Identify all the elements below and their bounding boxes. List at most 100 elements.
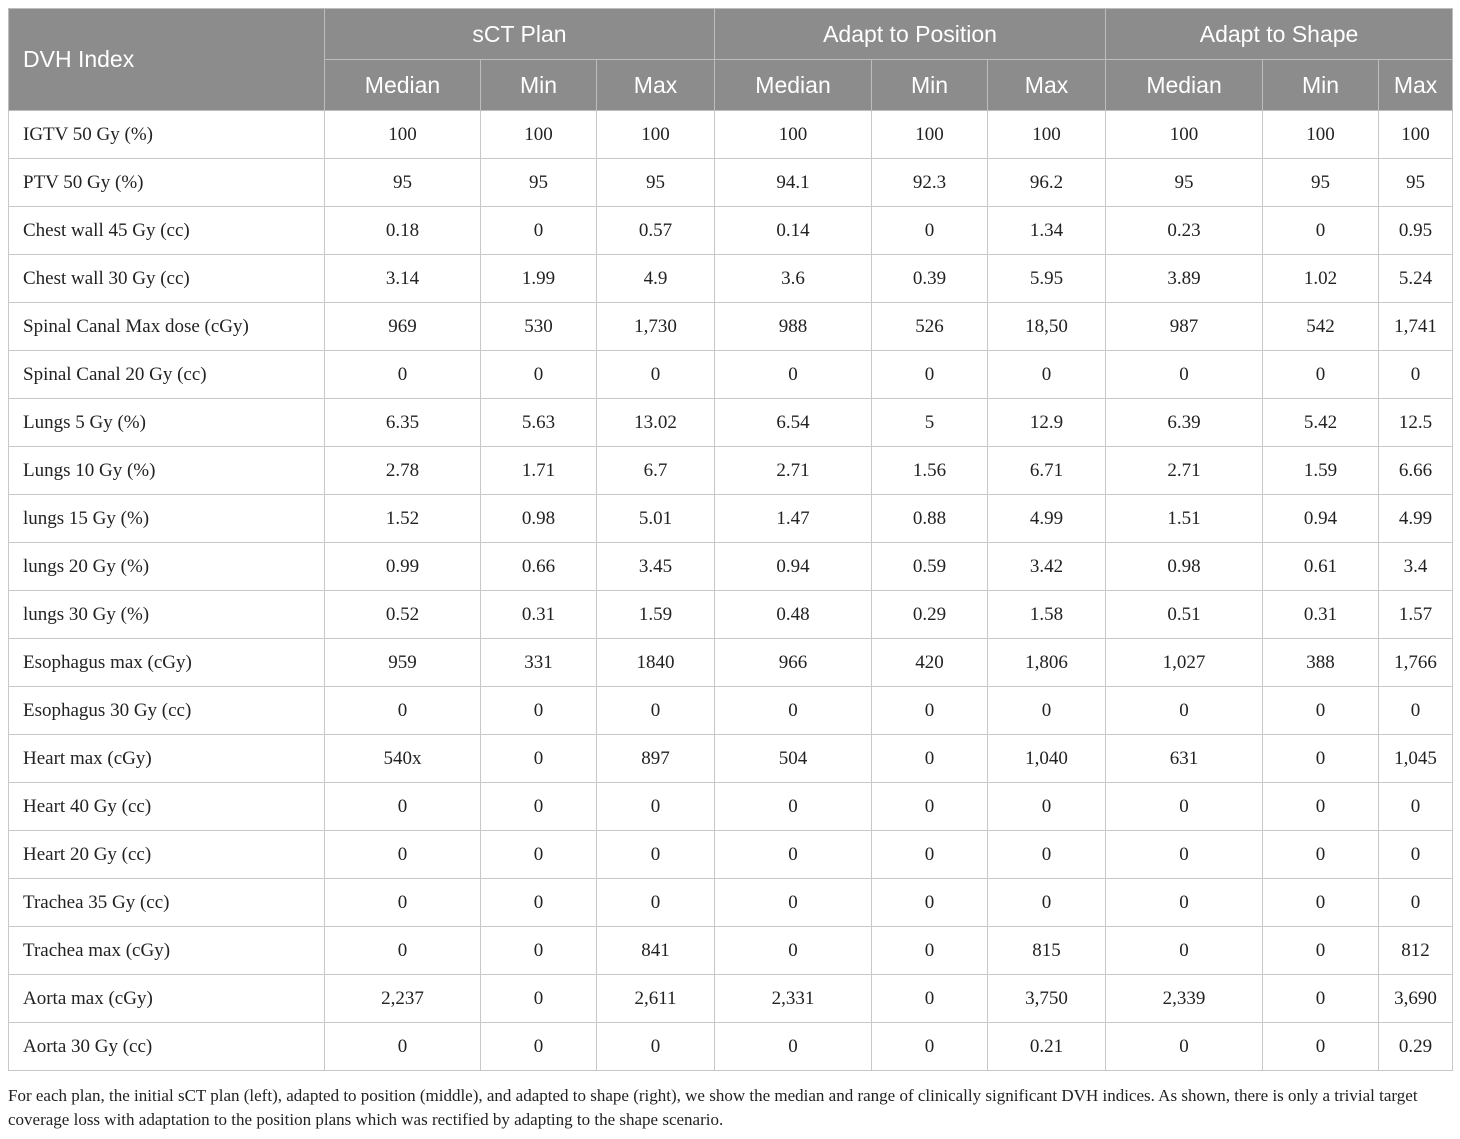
table-cell: 0 (714, 830, 873, 879)
table-body: IGTV 50 Gy (%) 100 100 100 100 100 100 100 100 10… (8, 110, 1454, 1071)
table-cell: 815 (987, 926, 1107, 975)
row-label: Trachea 35 Gy (cc) (8, 878, 325, 927)
row-label: Aorta max (cGy) (8, 974, 325, 1023)
table-cell: 0 (871, 1022, 989, 1071)
table-cell: 2,611 (595, 974, 716, 1023)
table-cell: 0.18 (324, 206, 481, 255)
table-cell: 100 (595, 110, 716, 159)
table-cell: 1,730 (595, 302, 716, 351)
table-cell: 100 (1378, 110, 1454, 159)
table-cell: 0 (714, 686, 873, 735)
row-label: Spinal Canal 20 Gy (cc) (8, 350, 325, 399)
table-cell: 5.01 (595, 494, 716, 543)
table-cell: 1,741 (1378, 302, 1454, 351)
table-cell: 2,339 (1105, 974, 1264, 1023)
row-label: Spinal Canal Max dose (cGy) (8, 302, 325, 351)
row-label: Chest wall 30 Gy (cc) (8, 254, 325, 303)
table-cell: 6.54 (714, 398, 873, 447)
table-cell: 0 (871, 878, 989, 927)
table-cell: 0 (480, 1022, 597, 1071)
table-row: Spinal Canal Max dose (cGy) 969 530 1,730 98… (8, 302, 1454, 351)
table-cell: 0 (324, 350, 481, 399)
table-cell: 0 (871, 734, 989, 783)
table-cell: 100 (987, 110, 1107, 159)
table-cell: 3.6 (714, 254, 873, 303)
table-cell: 3.89 (1105, 254, 1264, 303)
table-cell: 0 (595, 350, 716, 399)
table-cell: 6.66 (1378, 446, 1454, 495)
table-cell: 1.57 (1378, 590, 1454, 639)
table-row: Esophagus max (cGy) 959 331 1840 966 420 1,806… (8, 638, 1454, 687)
table-cell: 0 (1262, 350, 1380, 399)
table-cell: 0 (595, 878, 716, 927)
subheader-median: Median (1105, 59, 1264, 111)
table-cell: 2,331 (714, 974, 873, 1023)
table-cell: 542 (1262, 302, 1380, 351)
row-label: Heart 20 Gy (cc) (8, 830, 325, 879)
table-cell: 0.29 (1378, 1022, 1454, 1071)
table-cell: 0 (480, 686, 597, 735)
table-cell: 0 (324, 878, 481, 927)
table-cell: 4.99 (1378, 494, 1454, 543)
table-cell: 100 (324, 110, 481, 159)
table-cell: 0 (324, 830, 481, 879)
table-cell: 95 (1262, 158, 1380, 207)
table-cell: 12.5 (1378, 398, 1454, 447)
table-cell: 1.47 (714, 494, 873, 543)
table-cell: 1,806 (987, 638, 1107, 687)
table-cell: 0 (1378, 350, 1454, 399)
subheader-max: Max (1378, 59, 1454, 111)
table-cell: 100 (1262, 110, 1380, 159)
table-cell: 12.9 (987, 398, 1107, 447)
table-cell: 0.98 (1105, 542, 1264, 591)
table-cell: 0 (714, 878, 873, 927)
table-cell: 4.9 (595, 254, 716, 303)
row-label: lungs 15 Gy (%) (8, 494, 325, 543)
table-cell: 0 (1105, 878, 1264, 927)
table-cell: 0.14 (714, 206, 873, 255)
table-row: Trachea max (cGy) 0 0 841 0 0 815 0 0 812 (8, 926, 1454, 975)
table-cell: 1.02 (1262, 254, 1380, 303)
header-row-stats: Median Min Max Median Min Max Median Min… (9, 59, 1454, 111)
table-cell: 100 (714, 110, 873, 159)
table-row: Spinal Canal 20 Gy (cc) 0 0 0 0 0 0 0 0 0 (8, 350, 1454, 399)
row-label: lungs 30 Gy (%) (8, 590, 325, 639)
table-cell: 1840 (595, 638, 716, 687)
table-cell: 841 (595, 926, 716, 975)
table-cell: 959 (324, 638, 481, 687)
table-cell: 1.34 (987, 206, 1107, 255)
table-cell: 5 (871, 398, 989, 447)
table-cell: 1.59 (1262, 446, 1380, 495)
table-cell: 5.95 (987, 254, 1107, 303)
table-cell: 3.42 (987, 542, 1107, 591)
table-cell: 987 (1105, 302, 1264, 351)
table-cell: 0 (324, 782, 481, 831)
table-cell: 0 (714, 782, 873, 831)
table-row: Trachea 35 Gy (cc) 0 0 0 0 0 0 0 0 0 (8, 878, 1454, 927)
table-cell: 95 (1105, 158, 1264, 207)
table-cell: 0.94 (714, 542, 873, 591)
table-cell: 0 (324, 926, 481, 975)
table-header: DVH Index sCT Plan Adapt to Position Ada… (8, 8, 1454, 111)
table-cell: 540x (324, 734, 481, 783)
table-cell: 0.29 (871, 590, 989, 639)
row-label: Aorta 30 Gy (cc) (8, 1022, 325, 1071)
table-cell: 5.24 (1378, 254, 1454, 303)
table-row: lungs 15 Gy (%) 1.52 0.98 5.01 1.47 0.88 4.99 1… (8, 494, 1454, 543)
table-cell: 3.4 (1378, 542, 1454, 591)
table-cell: 1.71 (480, 446, 597, 495)
table-cell: 0.31 (1262, 590, 1380, 639)
table-cell: 969 (324, 302, 481, 351)
table-cell: 0 (1105, 782, 1264, 831)
table-cell: 0 (1105, 350, 1264, 399)
table-cell: 3.14 (324, 254, 481, 303)
table-cell: 0 (1262, 686, 1380, 735)
table-cell: 92.3 (871, 158, 989, 207)
table-cell: 0 (987, 878, 1107, 927)
table-cell: 1,040 (987, 734, 1107, 783)
table-cell: 1,045 (1378, 734, 1454, 783)
table-row: IGTV 50 Gy (%) 100 100 100 100 100 100 100 100 10… (8, 110, 1454, 159)
table-cell: 0 (324, 1022, 481, 1071)
table-row: Heart 40 Gy (cc) 0 0 0 0 0 0 0 0 0 (8, 782, 1454, 831)
table-cell: 0 (480, 926, 597, 975)
